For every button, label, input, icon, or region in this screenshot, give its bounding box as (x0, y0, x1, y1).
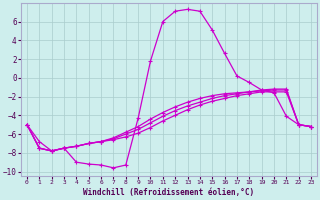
X-axis label: Windchill (Refroidissement éolien,°C): Windchill (Refroidissement éolien,°C) (84, 188, 255, 197)
